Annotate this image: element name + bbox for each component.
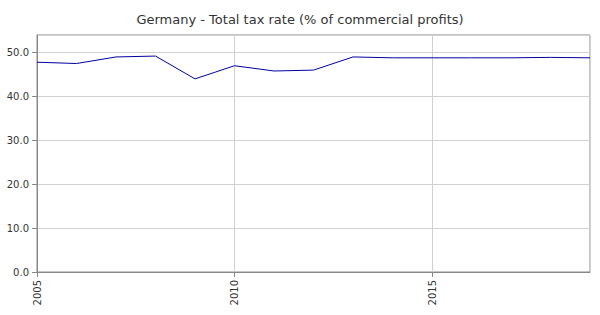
svg-text:Germany - Total tax rate (% of: Germany - Total tax rate (% of commercia… [136,12,463,27]
svg-text:50.0: 50.0 [7,47,29,58]
svg-text:0.0: 0.0 [13,267,29,278]
svg-text:2005: 2005 [32,280,43,305]
svg-text:2010: 2010 [229,280,240,305]
svg-text:30.0: 30.0 [7,135,29,146]
svg-text:40.0: 40.0 [7,91,29,102]
svg-text:10.0: 10.0 [7,223,29,234]
svg-text:20.0: 20.0 [7,179,29,190]
svg-text:2015: 2015 [427,280,438,305]
